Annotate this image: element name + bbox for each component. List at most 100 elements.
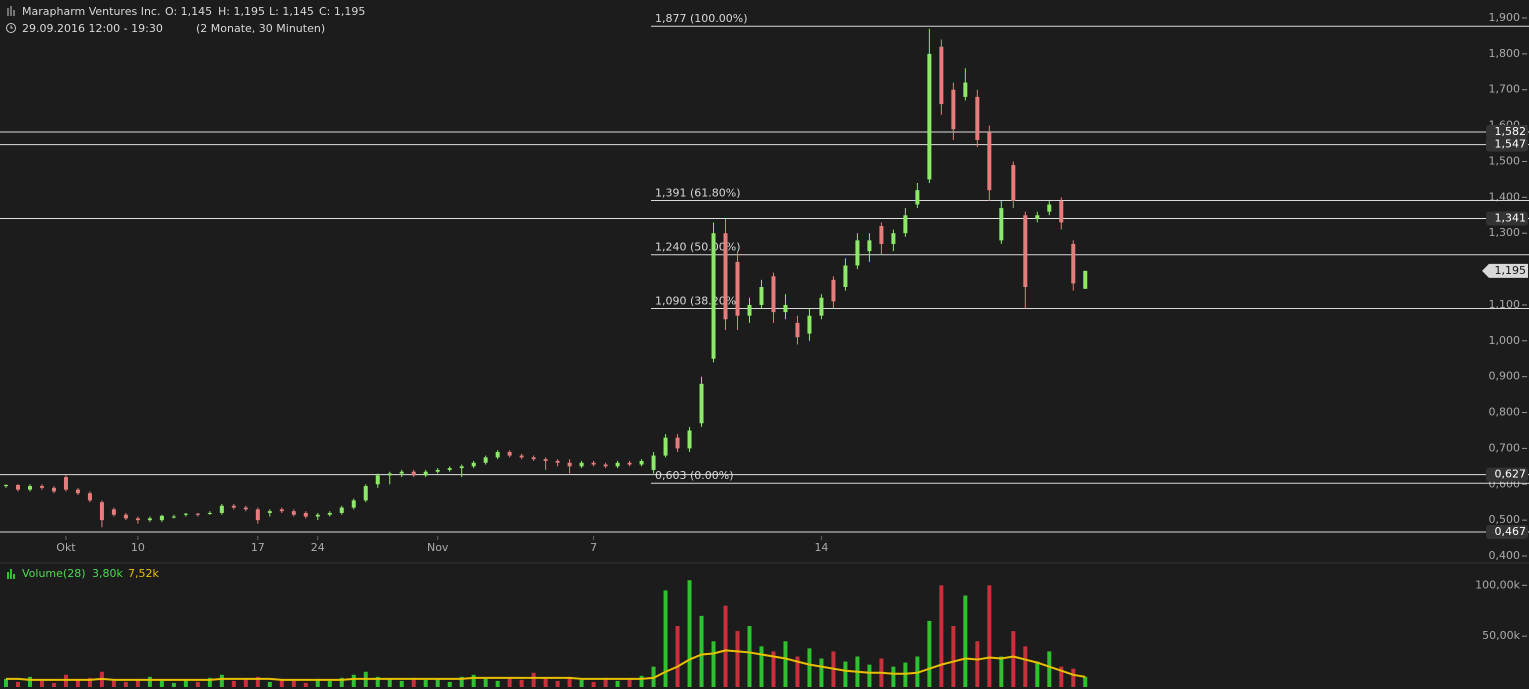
candle-body (747, 304, 752, 316)
volume-bar (903, 662, 908, 687)
candle-body (411, 471, 416, 476)
candle (663, 434, 668, 458)
y-tick-label: 0,400 (1489, 549, 1521, 562)
candle (843, 258, 848, 291)
volume-bar (975, 641, 980, 687)
candle-body (723, 233, 728, 320)
candle-body (471, 462, 476, 467)
volume-bar (435, 678, 440, 687)
candle (1047, 200, 1052, 216)
candle-body (459, 466, 464, 469)
volume-icon (7, 569, 15, 579)
y-tick-label: 1,400 (1489, 190, 1521, 203)
candle-body (579, 462, 584, 467)
y-tick-label: 1,000 (1489, 334, 1521, 347)
volume-bar (87, 677, 92, 687)
candle (195, 512, 200, 517)
volume-bar (219, 674, 224, 687)
candle-body (543, 459, 548, 461)
volume-bar (999, 656, 1004, 687)
volume-bar (819, 658, 824, 687)
candle-body (1083, 270, 1088, 289)
volume-bar (759, 646, 764, 687)
candle (759, 279, 764, 309)
volume-bar (951, 626, 956, 687)
candle-body (915, 190, 920, 205)
candle (447, 466, 452, 472)
candle-body (987, 132, 992, 191)
volume-bar (123, 681, 128, 687)
candle-body (147, 518, 152, 521)
volume-bar (267, 681, 272, 687)
candle-body (195, 513, 200, 515)
volume-bar (207, 677, 212, 687)
volume-bar (411, 677, 416, 687)
line-tag-label: 1,341 (1495, 211, 1527, 224)
candle-body (351, 500, 356, 508)
candle (1071, 240, 1076, 291)
candle (231, 503, 236, 510)
volume-bar (111, 680, 116, 687)
candle-body (939, 46, 944, 105)
candle (411, 469, 416, 478)
volume-bar (63, 674, 68, 687)
candle-body (651, 455, 656, 470)
y-tick-label: 1,100 (1489, 298, 1521, 311)
candle-body (327, 512, 332, 515)
volume-bar (711, 641, 716, 687)
candle-body (531, 457, 536, 460)
volume-bar (327, 680, 332, 687)
candle-body (99, 502, 104, 521)
x-tick-label: 17 (251, 541, 265, 554)
volume-bar (939, 585, 944, 687)
candle (807, 308, 812, 341)
candle-body (27, 486, 32, 490)
y-tick-label: 0,700 (1489, 441, 1521, 454)
candle (999, 200, 1004, 244)
candle (111, 507, 116, 517)
candle-body (519, 455, 524, 458)
candle-body (219, 505, 224, 513)
volume-bar (723, 605, 728, 687)
candle (171, 514, 176, 519)
candle-body (627, 462, 632, 465)
candle-body (795, 322, 800, 338)
candle-body (999, 208, 1004, 241)
candle-body (63, 477, 68, 490)
candle (795, 315, 800, 345)
volume-bar (519, 679, 524, 687)
candle-body (507, 451, 512, 456)
volume-bar (663, 590, 668, 687)
volume-bar (39, 680, 44, 687)
x-tick-label: 24 (311, 541, 325, 554)
candle (327, 511, 332, 517)
candle-body (759, 287, 764, 305)
candle-body (639, 460, 644, 465)
candle (723, 218, 728, 331)
volume-bar (891, 666, 896, 687)
candle (771, 272, 776, 323)
volume-bar (399, 680, 404, 687)
candle-body (951, 89, 956, 130)
volume-bar (927, 620, 932, 687)
volume-bar (639, 675, 644, 687)
header-name: Marapharm Ventures Inc. (22, 5, 160, 18)
candle-body (387, 473, 392, 476)
candle-body (51, 487, 56, 492)
y-tick-label: 0,500 (1489, 513, 1521, 526)
candle-body (303, 512, 308, 517)
candle (915, 182, 920, 209)
candle-body (435, 469, 440, 472)
candle (519, 453, 524, 460)
candle-body (783, 304, 788, 313)
x-tick-label: Okt (56, 541, 76, 554)
candle-body (807, 315, 812, 334)
volume-bar (627, 678, 632, 687)
volume-bar (255, 676, 260, 687)
candle (687, 426, 692, 452)
candle (831, 276, 836, 309)
candle (351, 498, 356, 510)
candle (507, 450, 512, 458)
candle (375, 473, 380, 488)
